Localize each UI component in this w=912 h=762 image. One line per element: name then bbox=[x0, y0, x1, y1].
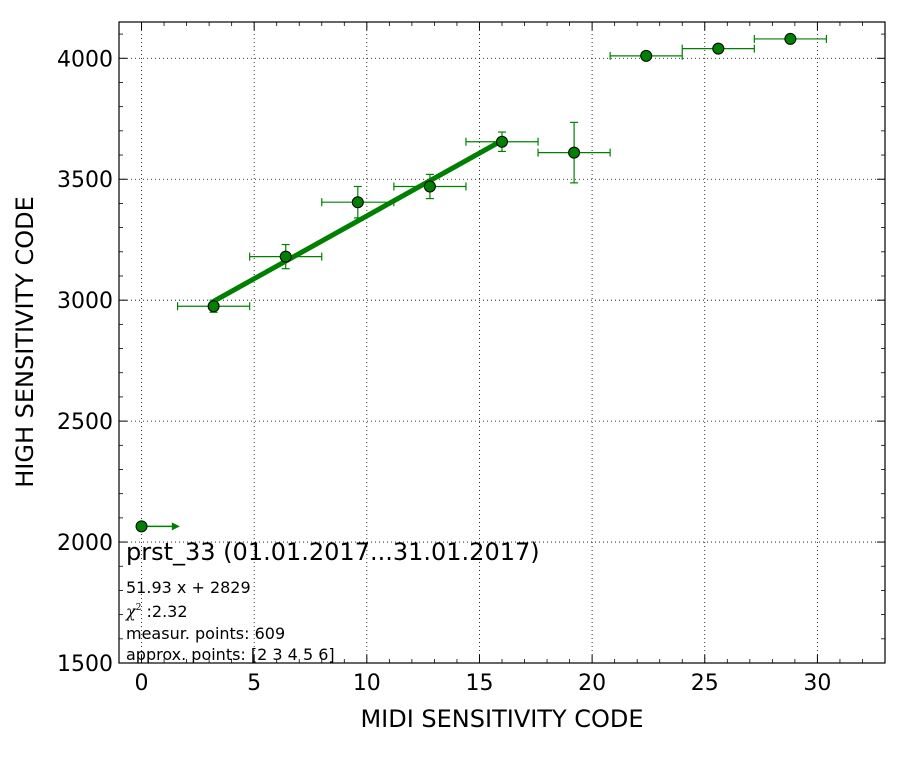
marker-layer bbox=[207, 32, 797, 313]
y-axis-label: HIGH SENSITIVITY CODE bbox=[11, 196, 39, 488]
y-tick-label: 1500 bbox=[57, 652, 113, 677]
approx-points: approx. points: [2 3 4 5 6] bbox=[126, 645, 335, 664]
x-tick-label: 25 bbox=[691, 671, 719, 696]
x-tick-label: 15 bbox=[465, 671, 493, 696]
plot-frame bbox=[118, 21, 886, 664]
y-tick-label: 4000 bbox=[57, 47, 113, 72]
fit-layer bbox=[212, 138, 504, 304]
outlier-point bbox=[135, 520, 148, 533]
y-tick-label: 3000 bbox=[57, 289, 113, 314]
outlier-arrow-head bbox=[171, 522, 180, 531]
data-point bbox=[279, 250, 292, 263]
chi-exponent: 2 bbox=[136, 603, 142, 613]
data-point bbox=[496, 135, 508, 148]
chi-symbol: χ bbox=[125, 602, 137, 621]
plot-area bbox=[119, 22, 885, 663]
y-tick-label: 2000 bbox=[57, 531, 113, 556]
x-tick-label: 20 bbox=[578, 671, 606, 696]
data-point bbox=[423, 180, 436, 193]
data-point bbox=[568, 146, 581, 159]
tick-labels: 0 5 10 15 20 25 30 1500 2000 2500 3000 3500 4000 bbox=[57, 47, 831, 696]
x-tick-label: 10 bbox=[353, 671, 381, 696]
fit-line bbox=[212, 138, 504, 304]
grid bbox=[119, 22, 885, 663]
data-point bbox=[207, 300, 220, 313]
x-axis-label: MIDI SENSITIVITY CODE bbox=[360, 705, 643, 733]
data-point bbox=[712, 42, 725, 55]
x-tick-label: 5 bbox=[247, 671, 261, 696]
data-point bbox=[351, 196, 364, 209]
x-tick-label: 0 bbox=[135, 671, 149, 696]
chi-square: χ2 :2.32 bbox=[125, 602, 188, 621]
data-point bbox=[784, 32, 797, 45]
outlier-layer bbox=[135, 520, 180, 533]
y-tick-label: 2500 bbox=[57, 410, 113, 435]
chart-title: prst_33 (01.01.2017...31.01.2017) bbox=[126, 538, 540, 566]
data-point bbox=[640, 49, 653, 62]
y-tick-label: 3500 bbox=[57, 168, 113, 193]
x-tick-label: 30 bbox=[803, 671, 831, 696]
measurement-points: measur. points: 609 bbox=[126, 624, 285, 643]
chi-value: :2.32 bbox=[141, 602, 187, 621]
fit-equation: 51.93 x + 2829 bbox=[126, 578, 251, 597]
